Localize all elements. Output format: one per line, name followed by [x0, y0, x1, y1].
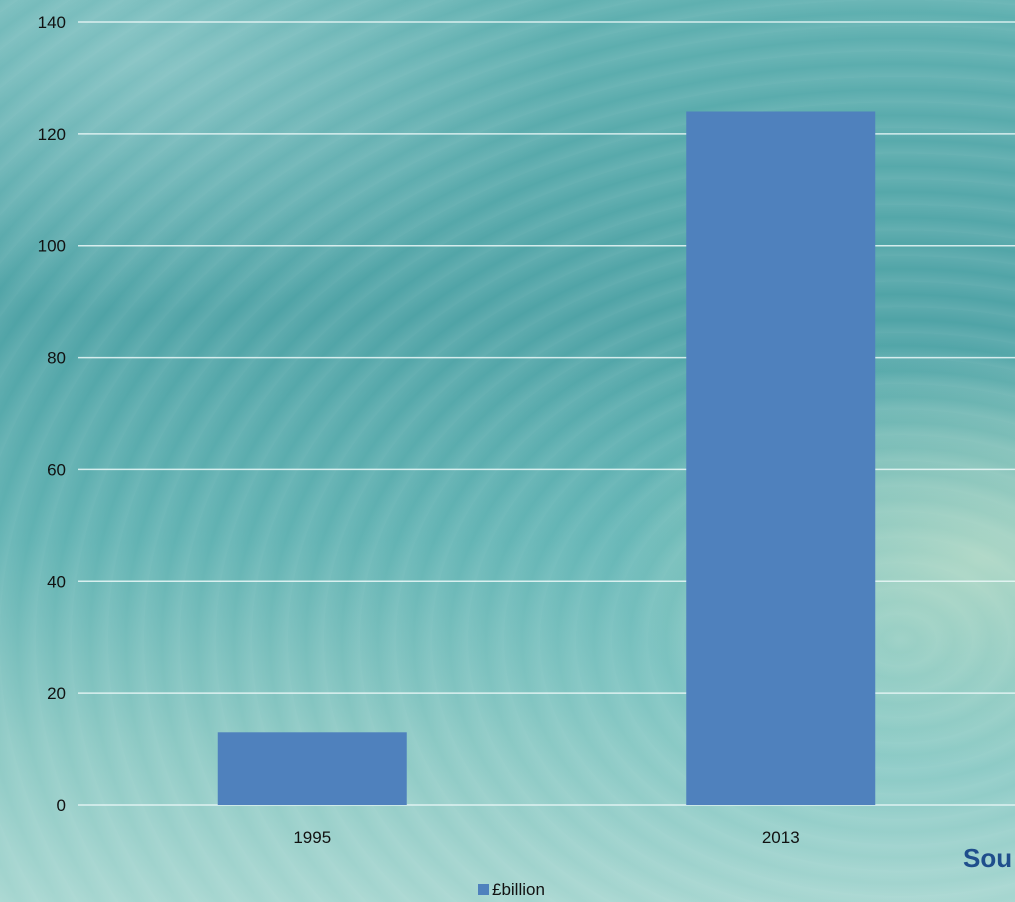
y-tick-label: 0: [57, 796, 66, 815]
y-tick-label: 20: [47, 684, 66, 703]
bar: [217, 732, 407, 805]
y-tick-label: 140: [38, 13, 66, 32]
y-tick-label: 40: [47, 572, 66, 591]
legend-swatch: [478, 884, 489, 895]
source-caption: Sou: [963, 843, 1013, 873]
legend-label: £billion: [492, 880, 545, 899]
bar: [686, 111, 876, 805]
y-tick-label: 100: [38, 237, 66, 256]
x-tick-label: 1995: [293, 828, 331, 847]
y-tick-label: 60: [47, 460, 66, 479]
y-tick-label: 120: [38, 125, 66, 144]
y-tick-label: 80: [47, 349, 66, 368]
x-tick-label: 2013: [762, 828, 800, 847]
